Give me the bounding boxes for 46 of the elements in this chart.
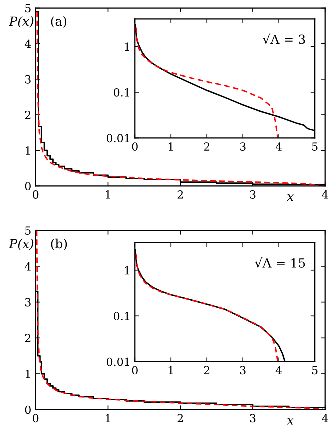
line-series bbox=[136, 27, 279, 138]
y-tick-label: 4 bbox=[24, 262, 32, 271]
annotation: √Λ = 15 bbox=[255, 258, 306, 268]
y-tick-label: 4 bbox=[24, 40, 32, 48]
x-tick-label: 2 bbox=[178, 414, 184, 422]
y-tick-label: 0 bbox=[25, 406, 31, 414]
x-tick-label: 2 bbox=[178, 190, 184, 199]
x-tick-label: 3 bbox=[250, 414, 256, 423]
x-axis-title: x bbox=[287, 194, 294, 202]
x-tick-label: 0 bbox=[132, 142, 138, 151]
x-tick-label: 0 bbox=[33, 190, 39, 199]
y-tick-label: 1 bbox=[125, 266, 130, 275]
x-tick-label: 4 bbox=[276, 142, 282, 151]
y-tick-label: 0.01 bbox=[106, 134, 130, 143]
y-axis-title: P(x) bbox=[9, 16, 34, 28]
y-tick-label: 5 bbox=[26, 4, 31, 13]
y-tick-label: 2 bbox=[25, 334, 31, 342]
x-tick-label: 3 bbox=[250, 190, 256, 199]
annotation: (a) bbox=[51, 16, 67, 28]
y-tick-label: 0.01 bbox=[106, 358, 130, 366]
x-tick-label: 4 bbox=[322, 190, 328, 199]
x-tick-label: 2 bbox=[204, 142, 210, 151]
x-tick-label: 4 bbox=[276, 366, 282, 374]
y-axis-title: P(x) bbox=[9, 238, 34, 250]
annotation: (b) bbox=[51, 238, 68, 250]
y-tick-label: 0.1 bbox=[114, 312, 130, 321]
x-tick-label: 3 bbox=[240, 142, 246, 151]
y-tick-label: 5 bbox=[26, 226, 31, 236]
annotation: √Λ = 3 bbox=[263, 34, 306, 44]
x-axis-title: x bbox=[287, 418, 294, 425]
x-tick-label: 1 bbox=[168, 142, 174, 151]
x-tick-label: 1 bbox=[168, 366, 174, 374]
x-tick-label: 0 bbox=[132, 366, 138, 375]
y-tick-label: 1 bbox=[125, 42, 130, 51]
y-tick-label: 3 bbox=[25, 75, 31, 84]
x-tick-label: 4 bbox=[322, 414, 328, 422]
y-tick-label: 0 bbox=[25, 182, 31, 191]
y-tick-label: 2 bbox=[25, 110, 31, 120]
y-tick-label: 3 bbox=[25, 298, 31, 307]
x-tick-label: 0 bbox=[33, 414, 39, 423]
x-tick-label: 3 bbox=[240, 366, 246, 375]
x-tick-label: 2 bbox=[204, 366, 210, 374]
x-tick-label: 5 bbox=[312, 366, 318, 375]
x-tick-label: 5 bbox=[312, 142, 318, 151]
line-series bbox=[36, 230, 324, 410]
y-tick-label: 0.1 bbox=[114, 88, 130, 97]
